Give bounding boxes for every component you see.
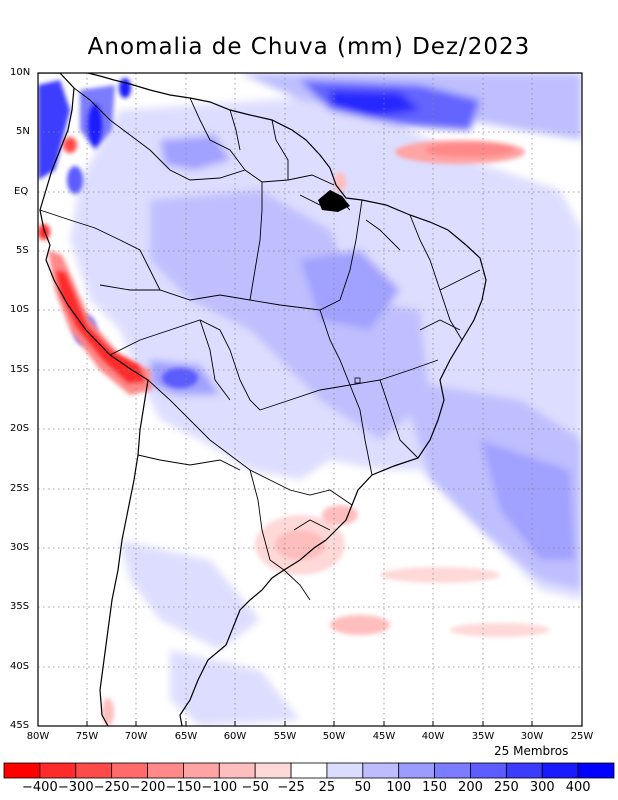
colorbar-swatch xyxy=(147,762,184,779)
colorbar-swatch xyxy=(183,762,220,779)
borders xyxy=(39,87,481,601)
colorbar-swatch xyxy=(218,762,256,779)
colorbar-label: −50 xyxy=(241,780,269,795)
colorbar-swatch xyxy=(3,762,41,779)
plot-frame xyxy=(37,72,583,727)
colorbar-label: 25 xyxy=(318,780,336,795)
colorbar-swatch xyxy=(577,762,615,779)
x-tick-label: 55W xyxy=(273,731,297,742)
y-tick-label: 20S xyxy=(10,423,30,434)
y-tick-label: 40S xyxy=(10,661,30,672)
colorbar-swatch xyxy=(254,762,292,779)
colorbar-label: 400 xyxy=(565,780,591,795)
y-tick-label: 15S xyxy=(10,364,30,375)
y-tick-label: 10N xyxy=(10,67,31,78)
colorbar-label: −300 xyxy=(57,780,94,795)
y-tick-label: 35S xyxy=(10,601,30,612)
colorbar-swatch xyxy=(326,762,364,779)
y-tick-label: 45S xyxy=(10,720,30,731)
colorbar-label: −400 xyxy=(22,780,58,795)
x-tick-label: 35W xyxy=(471,731,495,742)
x-tick-label: 45W xyxy=(372,731,396,742)
y-tick-label: 10S xyxy=(10,304,30,315)
x-tick-label: 65W xyxy=(174,731,198,742)
y-tick-label: 5N xyxy=(16,126,30,137)
y-tick-label: 5S xyxy=(16,245,29,256)
colorbar-swatch xyxy=(470,762,507,779)
colorbar-label: −200 xyxy=(129,780,166,795)
colorbar-label: −25 xyxy=(277,780,305,795)
colorbar-label: 200 xyxy=(458,780,483,795)
colorbar-swatch xyxy=(505,762,543,779)
y-tick-label: 25S xyxy=(10,483,30,494)
colorbar-label: −150 xyxy=(165,780,202,795)
y-tick-label: 30S xyxy=(10,542,30,553)
colorbar-label: 300 xyxy=(529,780,555,795)
x-tick-label: 30W xyxy=(520,731,544,742)
x-tick-label: 80W xyxy=(26,731,50,742)
x-tick-label: 70W xyxy=(124,731,148,742)
colorbar-swatch xyxy=(541,762,579,779)
amazon-delta xyxy=(318,190,350,212)
colorbar-swatch xyxy=(290,762,328,779)
anomaly-field xyxy=(38,73,582,726)
colorbar-label: 100 xyxy=(386,780,412,795)
colorbar-swatch xyxy=(111,762,148,779)
colorbar-swatch xyxy=(75,762,113,779)
y-tick-label: EQ xyxy=(14,186,29,197)
grid-lines xyxy=(38,73,582,726)
x-tick-label: 40W xyxy=(421,731,445,742)
colorbar-label: 150 xyxy=(422,780,447,795)
x-tick-label: 50W xyxy=(322,731,346,742)
x-tick-label: 60W xyxy=(223,731,247,742)
members-label: 25 Membros xyxy=(494,744,569,758)
colorbar-label: −100 xyxy=(201,780,238,795)
x-tick-label: 75W xyxy=(75,731,99,742)
colorbar-label: 250 xyxy=(493,780,519,795)
colorbar-swatch xyxy=(39,762,77,779)
colorbar xyxy=(3,762,615,779)
x-tick-label: 25W xyxy=(570,731,594,742)
colorbar-swatch xyxy=(434,762,471,779)
rainfall-anomaly-map xyxy=(37,72,583,727)
colorbar-label: −250 xyxy=(93,780,130,795)
colorbar-swatch xyxy=(398,762,435,779)
colorbar-swatch xyxy=(362,762,400,779)
map-title: Anomalia de Chuva (mm) Dez/2023 xyxy=(87,34,531,60)
colorbar-label: 50 xyxy=(354,780,372,795)
